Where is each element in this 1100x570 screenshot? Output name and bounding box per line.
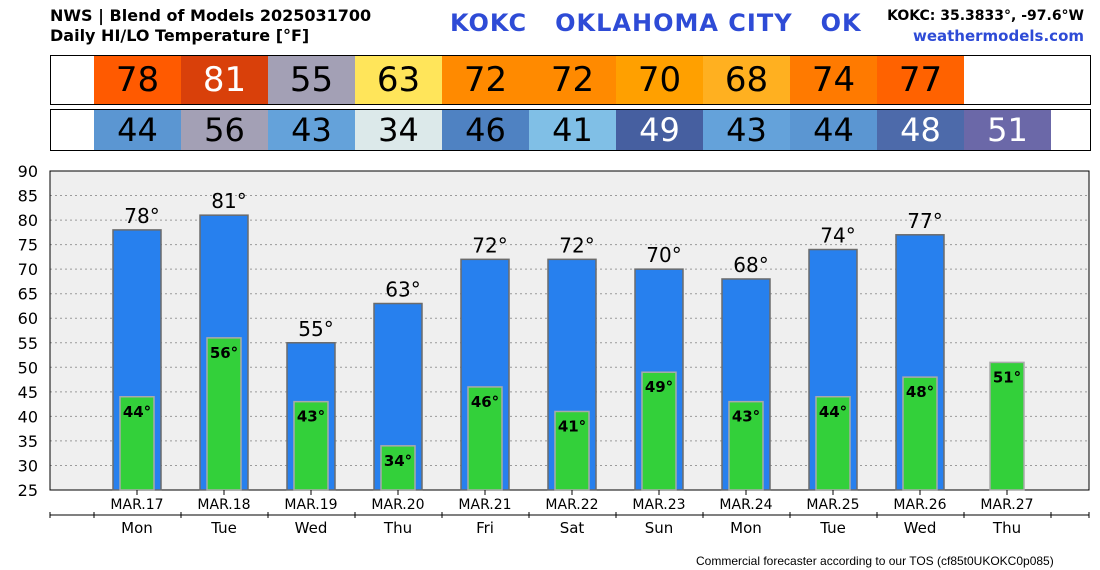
y-tick-label: 75 (18, 236, 38, 255)
low_strip-cell: 41 (529, 110, 616, 150)
low_strip-cell: 44 (790, 110, 877, 150)
weekday-label: Sun (645, 519, 674, 537)
low-value-label: 48° (906, 383, 934, 401)
low-value-label: 43° (732, 408, 760, 426)
low_strip-cell: 49 (616, 110, 703, 150)
model-title: NWS | Blend of Models 2025031700 (50, 6, 371, 26)
station-title: KOKC OKLAHOMA CITY OK (450, 9, 862, 37)
high_strip-cell: 72 (442, 56, 529, 104)
low-value-label: 43° (297, 408, 325, 426)
y-tick-label: 80 (18, 211, 38, 230)
high-value-label: 78° (124, 204, 159, 228)
weekday-label: Fri (476, 519, 494, 537)
weekday-label: Tue (210, 519, 237, 537)
x-tick-label: MAR.19 (284, 497, 337, 513)
low_strip-cell: 56 (181, 110, 268, 150)
low_strip-cell: 44 (94, 110, 181, 150)
low_strip-cell: 34 (355, 110, 442, 150)
high-value-label: 55° (298, 317, 333, 341)
high_strip-cell: 70 (616, 56, 703, 104)
x-tick-label: MAR.26 (893, 497, 946, 513)
high-value-label: 68° (733, 253, 768, 277)
x-tick-label: MAR.21 (458, 497, 511, 513)
high_strip-cell: 81 (181, 56, 268, 104)
weekday-label: Thu (992, 519, 1021, 537)
high-value-label: 72° (472, 233, 507, 257)
x-tick-label: MAR.17 (110, 497, 163, 513)
footer-note: Commercial forecaster according to our T… (696, 554, 1054, 568)
y-tick-label: 85 (18, 187, 38, 206)
y-tick-label: 55 (18, 334, 38, 353)
high-value-label: 81° (211, 189, 246, 213)
high-temp-strip: 78 81 55 63 72 72 70 68 74 77 (50, 55, 1091, 105)
high_strip-cell: 78 (94, 56, 181, 104)
y-tick-label: 45 (18, 383, 38, 402)
chart-subtitle: Daily HI/LO Temperature [°F] (50, 26, 371, 46)
y-tick-label: 60 (18, 309, 38, 328)
low_strip-cell: 48 (877, 110, 964, 150)
x-tick-label: MAR.20 (371, 497, 424, 513)
high-value-label: 74° (820, 224, 855, 248)
low-value-label: 44° (819, 403, 847, 421)
x-tick-label: MAR.18 (197, 497, 250, 513)
high_strip-cell: 74 (790, 56, 877, 104)
low-value-label: 51° (993, 368, 1021, 386)
high_strip-cell: 77 (877, 56, 964, 104)
y-tick-label: 25 (18, 481, 38, 500)
weekday-label: Tue (819, 519, 846, 537)
high-value-label: 77° (907, 209, 942, 233)
header-left: NWS | Blend of Models 2025031700 Daily H… (50, 6, 371, 46)
high-value-label: 70° (646, 243, 681, 267)
y-tick-label: 90 (18, 162, 38, 181)
weekday-label: Wed (295, 519, 328, 537)
low-value-label: 56° (210, 344, 238, 362)
weekday-label: Mon (121, 519, 153, 537)
y-tick-label: 30 (18, 456, 38, 475)
low_strip-cell: 51 (964, 110, 1051, 150)
high-value-label: 63° (385, 278, 420, 302)
x-tick-label: MAR.25 (806, 497, 859, 513)
weekday-label: Sat (560, 519, 585, 537)
weekday-label: Thu (383, 519, 412, 537)
y-tick-label: 35 (18, 432, 38, 451)
high_strip-cell: 55 (268, 56, 355, 104)
y-tick-label: 50 (18, 358, 38, 377)
x-tick-label: MAR.22 (545, 497, 598, 513)
high_strip-cell: 72 (529, 56, 616, 104)
low_strip-cell: 46 (442, 110, 529, 150)
high_strip-cell: 63 (355, 56, 442, 104)
low-value-label: 41° (558, 417, 586, 435)
high_strip-cell: 68 (703, 56, 790, 104)
low-value-label: 49° (645, 378, 673, 396)
y-tick-label: 65 (18, 285, 38, 304)
station-coordinates: KOKC: 35.3833°, -97.6°W (887, 6, 1084, 26)
temperature-chart: 25 30 35 40 45 50 55 60 65 70 75 80 85 90 78° 44° MAR.17… (0, 155, 1100, 555)
low-value-label: 44° (123, 403, 151, 421)
low-temp-strip: 44 56 43 34 46 41 49 43 44 48 51 (50, 109, 1091, 151)
high-value-label: 72° (559, 233, 594, 257)
x-tick-label: MAR.24 (719, 497, 772, 513)
low_strip-cell: 43 (268, 110, 355, 150)
low_strip-cell: 43 (703, 110, 790, 150)
low-value-label: 34° (384, 452, 412, 470)
y-tick-label: 40 (18, 407, 38, 426)
y-tick-label: 70 (18, 260, 38, 279)
weekday-label: Wed (904, 519, 937, 537)
x-tick-label: MAR.23 (632, 497, 685, 513)
weekday-label: Mon (730, 519, 762, 537)
low-value-label: 46° (471, 393, 499, 411)
x-tick-label: MAR.27 (980, 497, 1033, 513)
header-right: KOKC: 35.3833°, -97.6°W weathermodels.co… (887, 6, 1084, 46)
site-link[interactable]: weathermodels.com (887, 26, 1084, 46)
